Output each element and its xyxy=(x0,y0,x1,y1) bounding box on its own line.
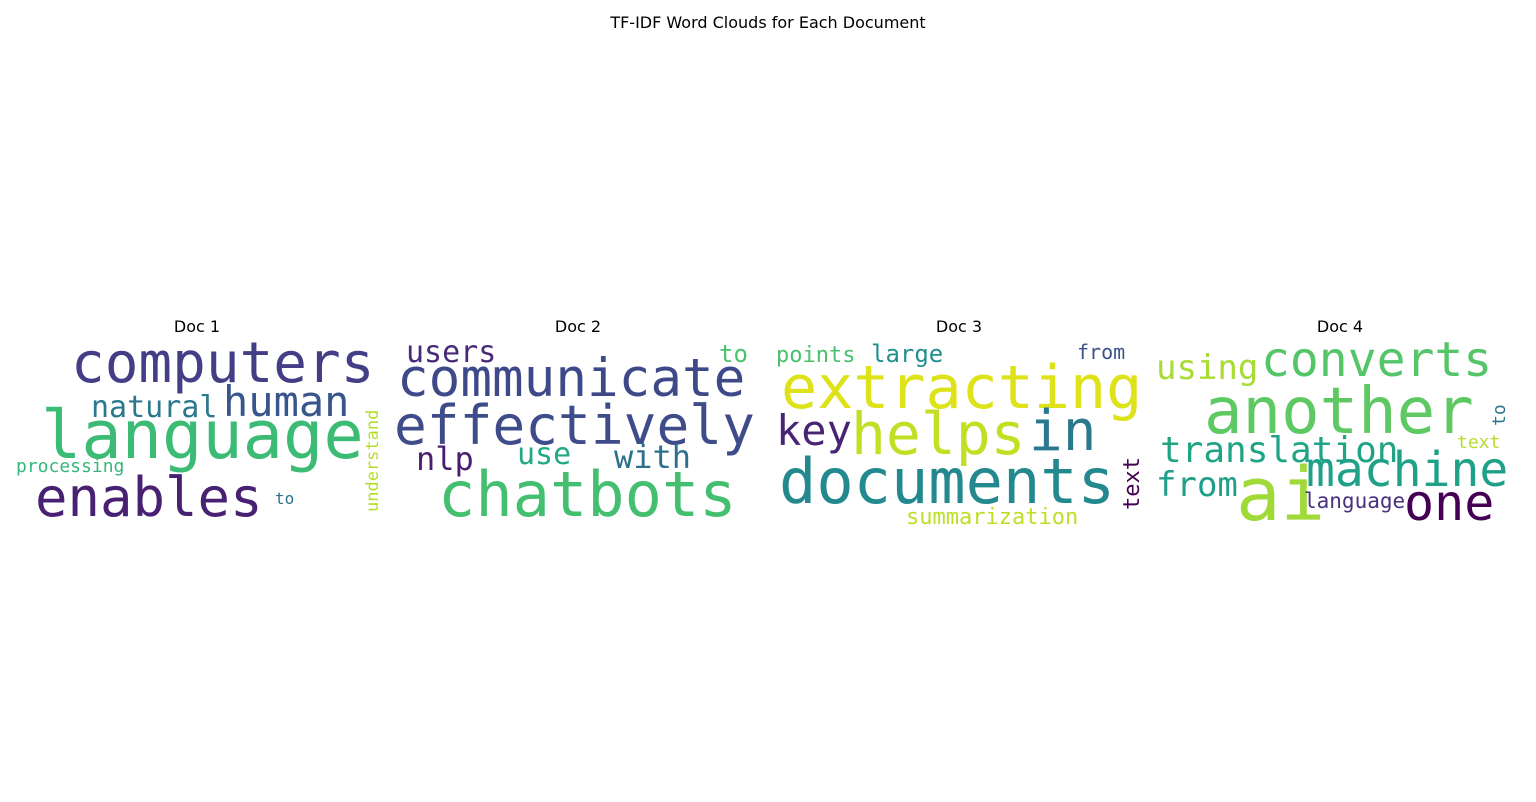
cloud-word: to xyxy=(275,489,294,508)
cloud-word: use xyxy=(517,437,571,472)
word-cloud: using converts another to text translati… xyxy=(1154,340,1526,536)
cloud-word: users xyxy=(406,340,496,370)
cloud-word: nlp xyxy=(416,440,474,478)
panel-title: Doc 1 xyxy=(173,317,221,336)
cloud-word: enables xyxy=(35,466,263,529)
cloud-word: ai xyxy=(1236,452,1325,536)
cloud-word: using xyxy=(1156,348,1258,388)
cloud-word: converts xyxy=(1261,340,1492,388)
cloud-word: one xyxy=(1404,474,1494,532)
cloud-word: from xyxy=(1156,465,1238,505)
cloud-word: understand xyxy=(363,410,383,512)
cloud-word: text xyxy=(1457,432,1500,453)
panel-title: Doc 2 xyxy=(554,317,602,336)
cloud-word: with xyxy=(614,438,691,476)
cloud-word: computers xyxy=(71,340,374,396)
cloud-word: helps xyxy=(851,400,1026,468)
cloud-word: extracting xyxy=(781,353,1142,423)
cloud-word: chatbots xyxy=(438,458,737,531)
cloud-word: documents xyxy=(779,445,1115,518)
panel-doc-2: Doc 2 users to communicate effectively n… xyxy=(392,316,764,536)
cloud-word: effectively xyxy=(394,393,755,457)
panel-title: Doc 3 xyxy=(935,317,983,336)
cloud-word: to xyxy=(1489,404,1510,426)
cloud-word: another xyxy=(1204,375,1474,449)
cloud-word: language xyxy=(1304,489,1405,513)
cloud-word: key xyxy=(776,406,852,455)
word-cloud: points large from extracting key helps i… xyxy=(773,340,1145,536)
cloud-word: natural xyxy=(91,390,217,425)
cloud-word: language xyxy=(41,396,364,474)
word-cloud: computers language human natural underst… xyxy=(11,340,383,536)
word-cloud-canvas: points large from extracting key helps i… xyxy=(776,340,1145,530)
cloud-word: points xyxy=(776,343,855,368)
cloud-word: communicate xyxy=(397,348,745,409)
word-cloud-canvas: computers language human natural underst… xyxy=(16,340,383,529)
word-cloud-canvas: users to communicate effectively nlp use… xyxy=(394,340,755,531)
cloud-word: text xyxy=(1120,457,1145,510)
cloud-word: to xyxy=(719,340,748,368)
word-cloud: users to communicate effectively nlp use… xyxy=(392,340,764,536)
panel-doc-3: Doc 3 points large from extracting key h… xyxy=(773,316,1145,536)
figure-title: TF-IDF Word Clouds for Each Document xyxy=(610,13,926,32)
cloud-word: large xyxy=(871,340,943,368)
cloud-word: summarization xyxy=(906,505,1078,530)
cloud-word: human xyxy=(223,377,349,426)
cloud-word: in xyxy=(1029,399,1096,464)
cloud-word: processing xyxy=(16,456,124,477)
cloud-word: translation xyxy=(1160,430,1398,471)
panel-doc-1: Doc 1 computers language human natural u… xyxy=(11,316,383,536)
cloud-word: machine xyxy=(1306,442,1508,498)
panel-title: Doc 4 xyxy=(1316,317,1364,336)
panel-doc-4: Doc 4 using converts another to text tra… xyxy=(1154,316,1526,536)
word-cloud-canvas: using converts another to text translati… xyxy=(1156,340,1510,536)
cloud-word: from xyxy=(1077,340,1125,364)
